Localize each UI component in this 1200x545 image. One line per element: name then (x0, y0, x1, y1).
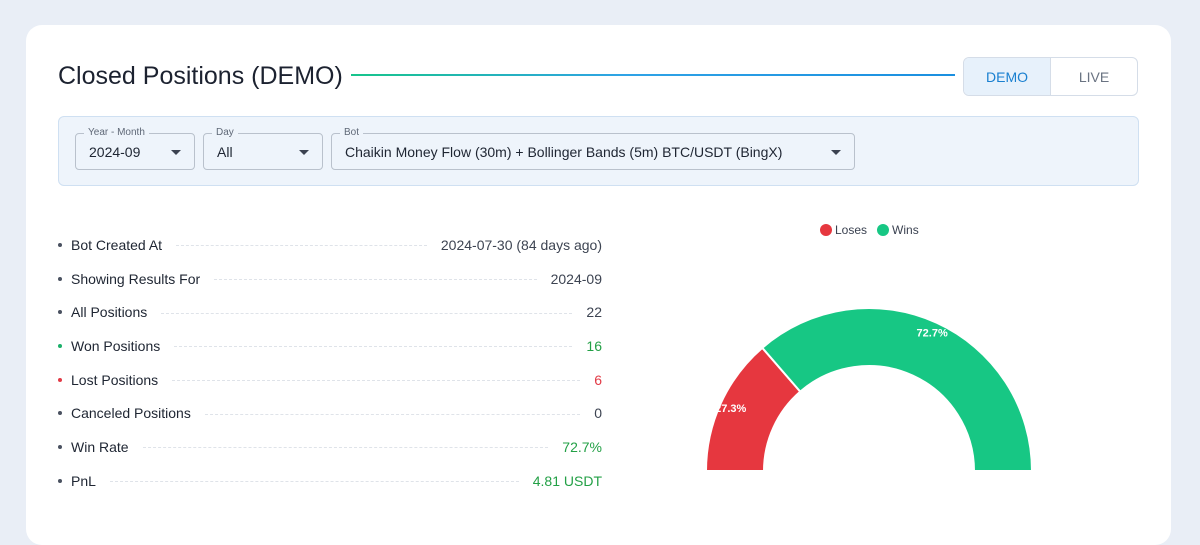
stat-lost-positions: Lost Positions 6 (54, 363, 602, 397)
slice-label-wins: 72.7% (917, 328, 948, 340)
stat-label: Canceled Positions (71, 405, 191, 422)
demo-tab[interactable]: DEMO (964, 58, 1051, 95)
half-donut-chart: 27.3% 72.7% (704, 307, 1034, 472)
year-month-select[interactable]: Year - Month 2024-09 (75, 127, 195, 170)
day-label: Day (212, 127, 238, 139)
dotted-leader (174, 346, 573, 348)
stat-value: 6 (594, 371, 602, 388)
stat-win-rate: Win Rate 72.7% (54, 430, 602, 464)
live-tab[interactable]: LIVE (1078, 68, 1110, 85)
loses-swatch (820, 224, 832, 236)
chevron-down-icon (299, 150, 309, 155)
year-month-label: Year - Month (84, 127, 149, 139)
stat-label: Win Rate (71, 438, 129, 455)
slice-wins[interactable] (760, 307, 1034, 472)
dotted-leader (176, 245, 427, 247)
win-loss-chart: 27.3% 72.7% (676, 215, 1076, 515)
stat-value: 4.81 USDT (532, 472, 602, 489)
legend-label-wins: Wins (892, 223, 919, 237)
stat-label: Won Positions (71, 337, 161, 354)
stats-list: Bot Created At 2024-07-30 (84 days ago) … (54, 228, 602, 498)
day-value: All (217, 144, 233, 160)
bullet-icon (58, 242, 62, 247)
stat-canceled-positions: Canceled Positions 0 (54, 396, 602, 430)
bullet-icon (58, 343, 62, 348)
stat-won-positions: Won Positions 16 (54, 329, 602, 363)
stat-bot-created: Bot Created At 2024-07-30 (84 days ago) (54, 228, 602, 262)
bot-select[interactable]: Bot Chaikin Money Flow (30m) + Bollinger… (331, 127, 855, 170)
legend-item-loses[interactable]: Loses (820, 223, 867, 237)
dotted-leader (161, 312, 573, 314)
stat-label: PnL (71, 472, 96, 489)
title-divider (351, 74, 955, 76)
stat-all-positions: All Positions 22 (54, 295, 602, 329)
closed-positions-card: Closed Positions (DEMO) DEMO LIVE Year -… (26, 25, 1171, 545)
stat-pnl: PnL 4.81 USDT (54, 464, 602, 498)
day-select[interactable]: Day All (203, 127, 323, 170)
stat-value: 2024-09 (550, 270, 602, 287)
stat-label: Lost Positions (71, 371, 159, 388)
stat-value: 16 (586, 337, 602, 354)
stat-value: 22 (586, 304, 602, 321)
stat-label: All Positions (71, 304, 148, 321)
dotted-leader (109, 481, 519, 483)
dotted-leader (204, 413, 581, 415)
dotted-leader (214, 279, 537, 281)
slice-label-loses: 27.3% (715, 403, 746, 415)
year-month-value: 2024-09 (89, 144, 141, 160)
bullet-icon (58, 478, 62, 483)
bot-label: Bot (340, 127, 364, 139)
bullet-icon (58, 310, 62, 315)
chart-legend: Loses Wins (820, 223, 919, 237)
bullet-icon (58, 276, 62, 281)
bot-value: Chaikin Money Flow (30m) + Bollinger Ban… (345, 144, 783, 160)
filter-bar: Year - Month 2024-09 Day All Bot Chaikin… (58, 116, 1139, 186)
stat-label: Bot Created At (71, 236, 163, 253)
dotted-leader (172, 380, 581, 382)
stat-value: 2024-07-30 (84 days ago) (440, 236, 602, 253)
legend-item-wins[interactable]: Wins (877, 223, 919, 237)
dotted-leader (142, 447, 549, 449)
stat-label: Showing Results For (71, 270, 201, 287)
chevron-down-icon (171, 150, 181, 155)
bullet-icon (58, 377, 62, 382)
bullet-icon (58, 411, 62, 416)
stat-value: 72.7% (562, 438, 602, 455)
stat-showing-results: Showing Results For 2024-09 (54, 262, 602, 296)
chevron-down-icon (831, 150, 841, 155)
stat-value: 0 (594, 405, 602, 422)
mode-toggle: DEMO LIVE (963, 57, 1138, 96)
page-title: Closed Positions (DEMO) (58, 62, 343, 90)
bullet-icon (58, 444, 62, 449)
legend-label-loses: Loses (835, 223, 868, 237)
wins-swatch (877, 224, 890, 236)
